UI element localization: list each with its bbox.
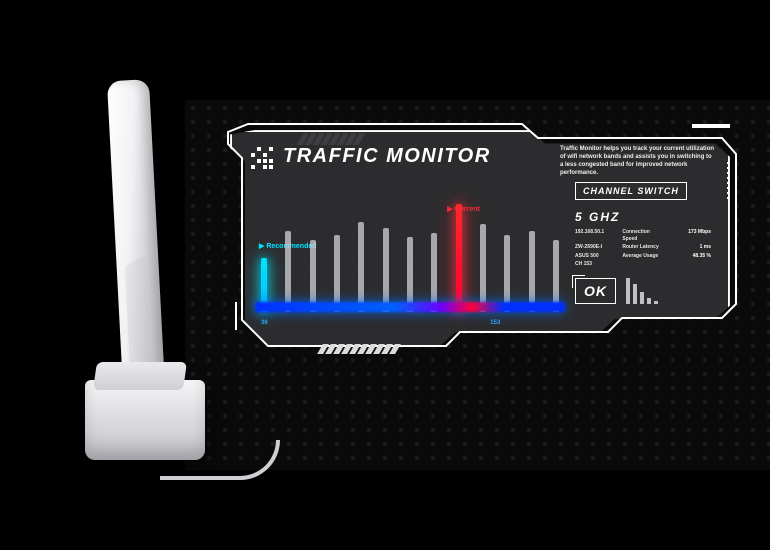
antenna-device	[60, 80, 230, 480]
chart-x-labels: 36 153	[261, 320, 559, 326]
panel-description: Traffic Monitor helps you track your cur…	[560, 145, 715, 177]
mini-bar-0	[626, 278, 630, 304]
net-usage-value: 48.35 %	[670, 253, 711, 260]
net-ip: 192.168.50.1	[575, 229, 616, 242]
chart-bar-10	[504, 235, 510, 312]
mini-bar-3	[647, 298, 651, 304]
chart-bar-9	[480, 224, 486, 312]
chart-bar-3	[334, 235, 340, 312]
x-start-label: 36	[261, 320, 268, 326]
net-device: ASUS 500	[575, 253, 616, 260]
band-label: 5 GHZ	[575, 210, 711, 224]
mini-bars-icon	[626, 278, 658, 304]
mini-bar-4	[654, 301, 658, 304]
mini-bar-1	[633, 284, 637, 304]
panel-title: TRAFFIC MONITOR	[283, 145, 491, 168]
chart-bar-7	[431, 233, 437, 312]
right-column: CHANNEL SWITCH 5 GHZ 192.168.50.1 Connec…	[575, 181, 711, 304]
mini-bar-2	[640, 292, 644, 304]
net-conn-speed-label: Connection Speed	[622, 229, 663, 242]
net-conn-speed-value: 173 Mbps	[670, 229, 711, 242]
channel-switch-button[interactable]: CHANNEL SWITCH	[575, 182, 687, 200]
panel-header: TRAFFIC MONITOR Traffic Monitor helps yo…	[251, 145, 715, 177]
network-info-grid: 192.168.50.1 Connection Speed 173 Mbps Z…	[575, 229, 711, 268]
chart-bar-1	[285, 231, 291, 312]
qr-icon	[251, 147, 273, 169]
chart-bar-4	[358, 222, 364, 312]
chart-bar-5	[383, 228, 389, 312]
net-latency-value: 1 ms	[670, 244, 711, 251]
chart-baseline	[255, 302, 565, 312]
ok-button[interactable]: OK	[575, 278, 616, 304]
net-ssid: ZW-Z690E-I	[575, 244, 616, 251]
x-highlight-label: 153	[490, 320, 500, 326]
chart-bar-11	[529, 231, 535, 312]
frame-hatch-bottom	[320, 344, 398, 354]
chart-bar-6	[407, 237, 413, 312]
net-channel: CH 153	[575, 261, 616, 268]
traffic-chart: ▶ Recommended ▶ Current 36 153	[255, 189, 565, 326]
net-latency-label: Router Latency	[622, 244, 663, 251]
net-usage-label: Average Usage	[622, 253, 663, 260]
chart-bar-8	[456, 204, 462, 312]
